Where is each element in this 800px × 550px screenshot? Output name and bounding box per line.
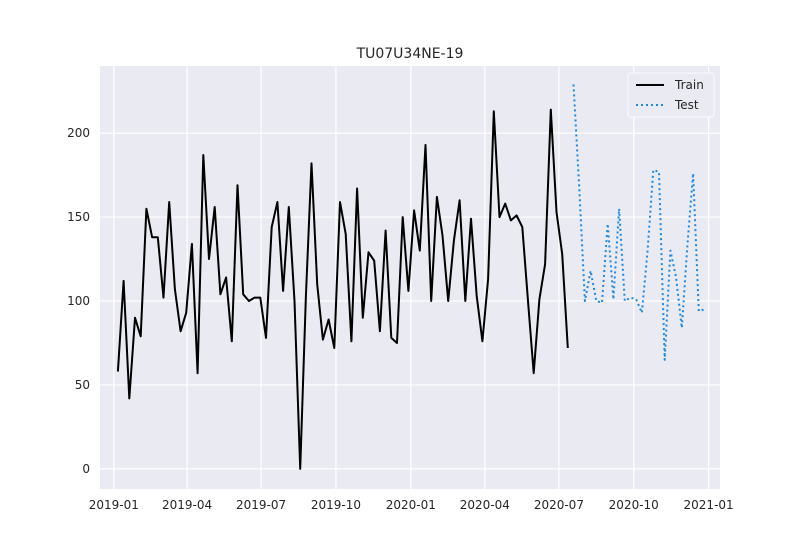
x-tick-label: 2020-07 bbox=[534, 498, 584, 512]
legend-test-label: Test bbox=[674, 98, 699, 112]
y-tick-label: 150 bbox=[67, 210, 90, 224]
x-tick-label: 2019-07 bbox=[236, 498, 286, 512]
series-train-line bbox=[116, 108, 569, 470]
grid bbox=[100, 66, 720, 489]
x-tick-label: 2020-01 bbox=[386, 498, 436, 512]
x-tick-label: 2019-01 bbox=[89, 498, 139, 512]
y-tick-label: 50 bbox=[75, 378, 90, 392]
y-tick-label: 0 bbox=[82, 462, 90, 476]
legend-train-label: Train bbox=[674, 78, 704, 92]
series-group bbox=[116, 84, 705, 470]
y-tick-label: 100 bbox=[67, 294, 90, 308]
x-tick-label: 2020-04 bbox=[460, 498, 510, 512]
x-tick-label: 2019-04 bbox=[162, 498, 212, 512]
chart-title: TU07U34NE-19 bbox=[356, 46, 464, 62]
x-tick-label: 2019-10 bbox=[311, 498, 361, 512]
x-ticks: 2019-01 2019-04 2019-07 2019-10 2020-01 2020-… bbox=[89, 498, 734, 512]
y-ticks: 0 50 100 150 200 bbox=[67, 126, 90, 476]
y-tick-label: 200 bbox=[67, 126, 90, 140]
legend: Train Test bbox=[627, 72, 715, 118]
x-tick-label: 2020-10 bbox=[609, 498, 659, 512]
x-tick-label: 2021-01 bbox=[684, 498, 734, 512]
